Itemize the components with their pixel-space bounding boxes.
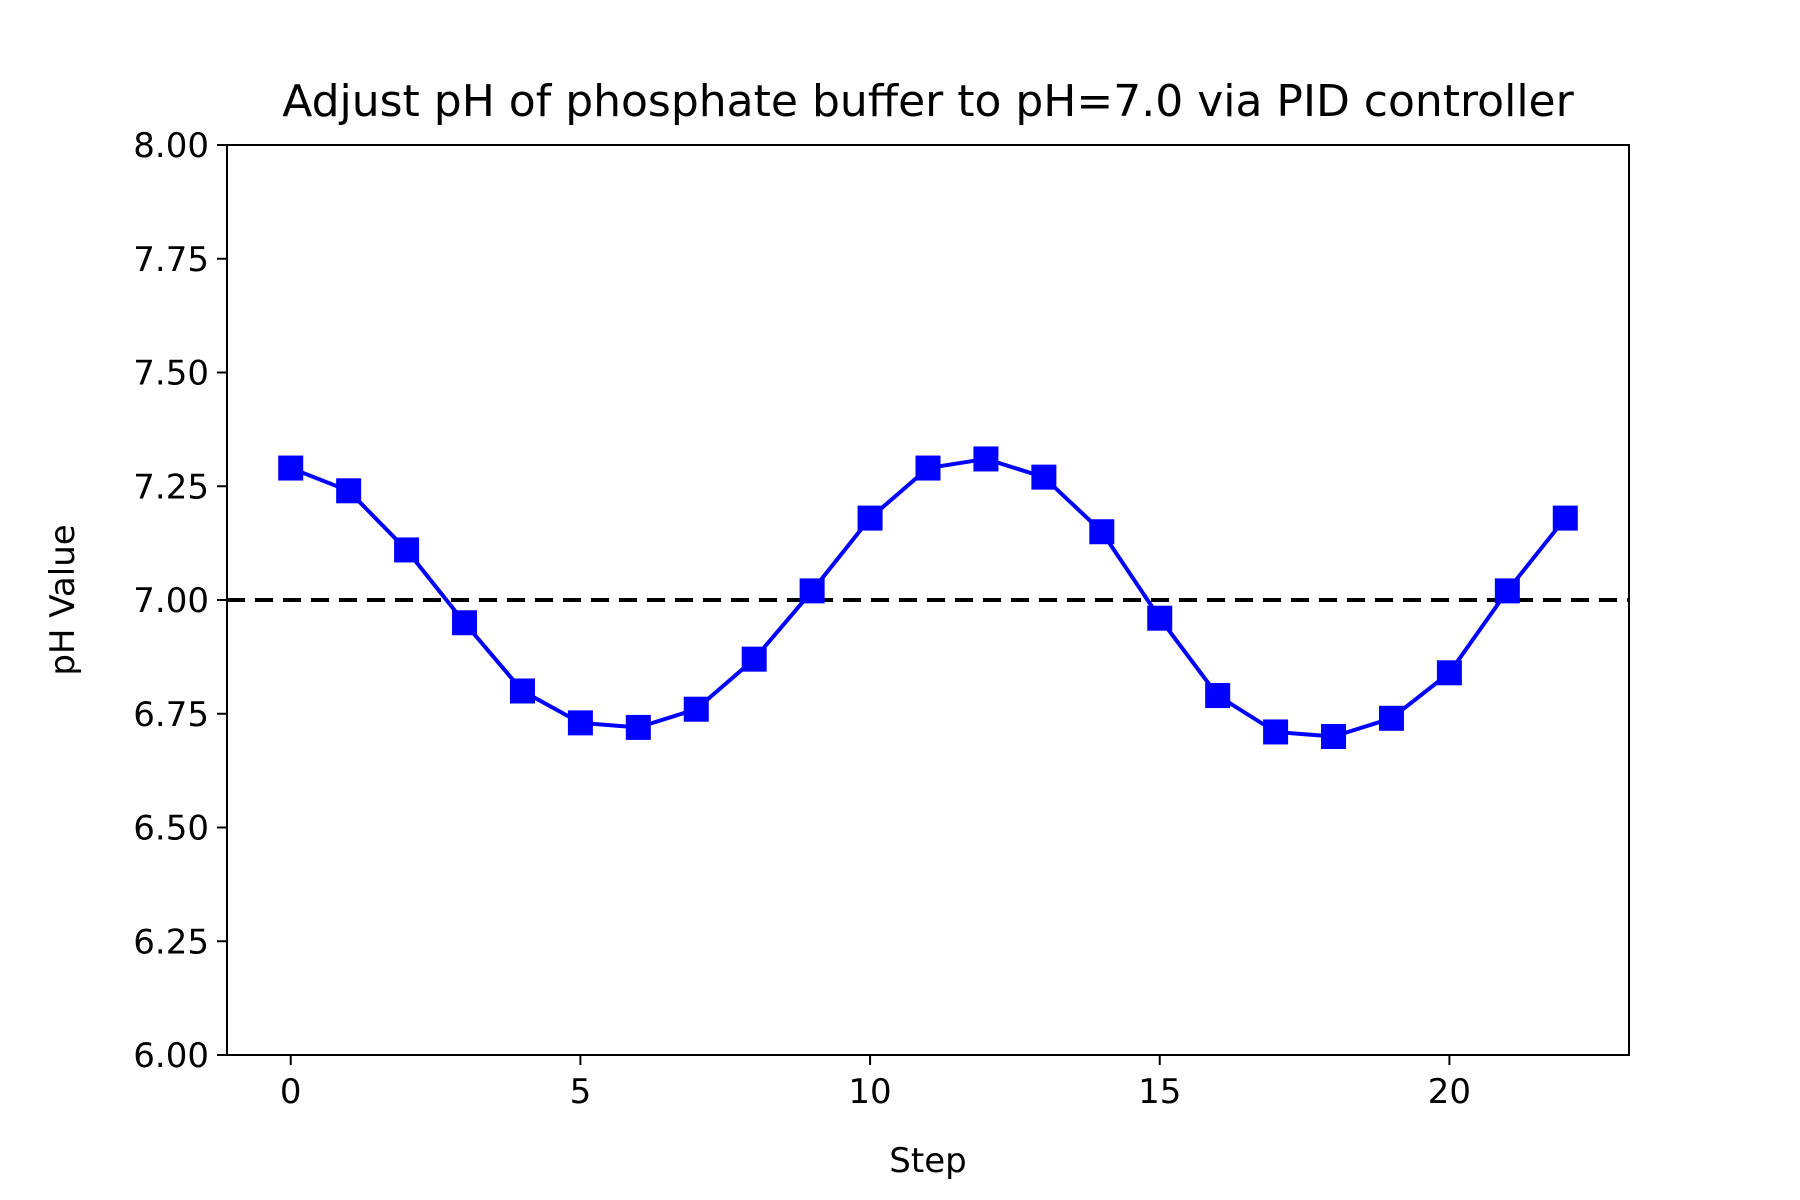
data-point-6 [625, 714, 651, 740]
data-point-17 [1263, 719, 1289, 745]
data-point-12 [973, 446, 999, 472]
data-point-0 [278, 455, 304, 481]
data-point-14 [1089, 519, 1115, 545]
y-tick-label-3: 6.75 [133, 695, 209, 735]
chart-title: Adjust pH of phosphate buffer to pH=7.0 … [282, 76, 1574, 127]
axes-layer: 0 5 10 15 20 6.00 6.25 6.50 6.75 7.00 7.25 7.50 7.75… [133, 126, 1630, 1112]
x-tick-label-2: 10 [848, 1072, 891, 1112]
data-point-15 [1147, 605, 1173, 631]
plot-layer [227, 446, 1629, 749]
data-point-16 [1205, 683, 1231, 709]
data-point-10 [857, 505, 883, 531]
data-point-9 [799, 578, 825, 604]
y-tick-label-1: 6.25 [133, 922, 209, 962]
data-point-11 [915, 455, 941, 481]
series-line-0 [289, 456, 1567, 739]
x-tick-label-3: 15 [1138, 1072, 1181, 1112]
y-axis-label: pH Value [43, 524, 83, 675]
y-tick-label-6: 7.50 [133, 354, 209, 394]
y-tick-label-0: 6.00 [133, 1036, 209, 1076]
data-point-21 [1494, 578, 1520, 604]
data-point-20 [1436, 660, 1462, 686]
data-point-13 [1031, 464, 1057, 490]
y-tick-label-4: 7.00 [133, 581, 209, 621]
y-tick-label-7: 7.75 [133, 240, 209, 280]
data-point-2 [394, 537, 420, 563]
x-axis-label: Step [889, 1141, 966, 1181]
x-tick-label-4: 20 [1428, 1072, 1471, 1112]
data-point-8 [741, 646, 767, 672]
data-point-5 [567, 710, 593, 736]
data-point-19 [1378, 705, 1404, 731]
data-point-18 [1321, 724, 1347, 749]
data-point-7 [683, 696, 709, 722]
y-tick-label-8: 8.00 [133, 126, 209, 166]
y-tick-label-5: 7.25 [133, 467, 209, 507]
data-point-4 [509, 678, 535, 704]
x-tick-label-0: 0 [280, 1072, 302, 1112]
data-point-1 [336, 478, 362, 504]
data-point-22 [1552, 505, 1578, 531]
y-tick-label-2: 6.50 [133, 809, 209, 849]
x-tick-label-1: 5 [570, 1072, 592, 1112]
data-point-3 [452, 610, 478, 636]
